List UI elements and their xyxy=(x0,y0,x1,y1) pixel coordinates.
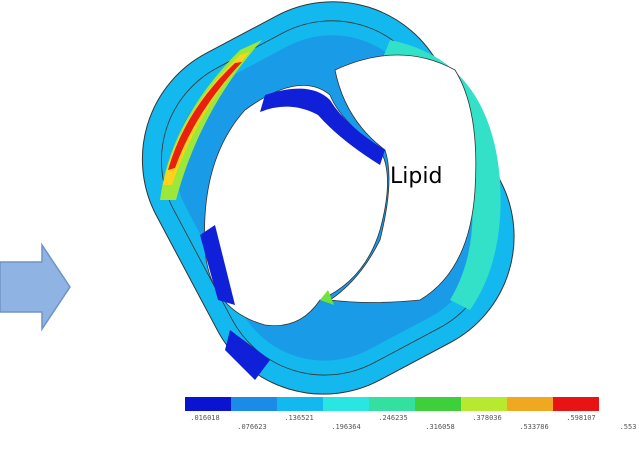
legend-swatch xyxy=(185,397,231,411)
stress-band xyxy=(160,40,262,200)
legend-swatch xyxy=(323,397,369,411)
low-stress xyxy=(200,225,235,305)
legend-label: .246235 xyxy=(378,414,408,422)
lipid-pool xyxy=(328,54,477,303)
legend-label: .316058 xyxy=(425,423,455,431)
legend-label: .076623 xyxy=(237,423,267,431)
low-stress xyxy=(225,330,270,380)
stress-spot xyxy=(320,290,334,305)
legend-swatch xyxy=(553,397,599,411)
legend-swatch xyxy=(461,397,507,411)
stress-band xyxy=(168,62,242,170)
legend-swatch xyxy=(231,397,277,411)
cap xyxy=(380,40,501,310)
annotation: Lipid xyxy=(390,164,442,189)
legend xyxy=(185,397,599,411)
legend-label: .196364 xyxy=(331,423,361,431)
legend-label: .136521 xyxy=(284,414,314,422)
legend-swatch xyxy=(507,397,553,411)
legend-swatch xyxy=(277,397,323,411)
legend-label: .016018 xyxy=(190,414,220,422)
arrow xyxy=(0,242,71,332)
stress-band xyxy=(163,52,250,185)
legend-swatch xyxy=(369,397,415,411)
legend-label: .598107 xyxy=(566,414,596,422)
legend-swatch xyxy=(415,397,461,411)
legend-label: .533786 xyxy=(519,423,549,431)
legend-label: .553 xyxy=(620,423,637,431)
legend-label: .378036 xyxy=(472,414,502,422)
low-stress xyxy=(260,88,385,165)
